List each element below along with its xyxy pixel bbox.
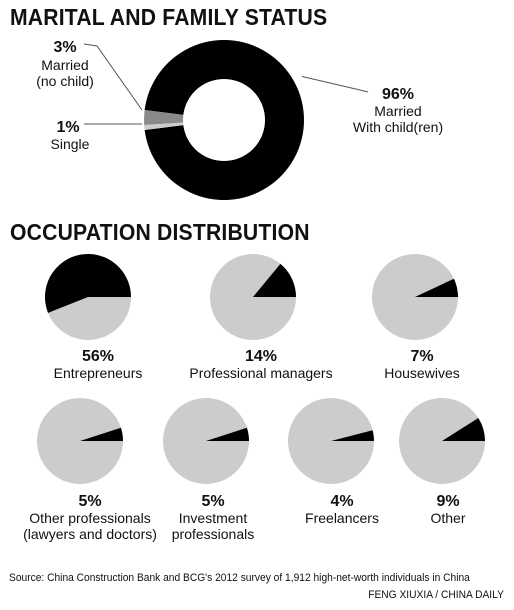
occupation-pie-freelancers xyxy=(288,398,374,484)
pie-share-wedge xyxy=(415,278,458,297)
occupation-percent-other-professionals: 5% xyxy=(78,493,101,510)
pie-share-wedge xyxy=(331,430,374,441)
occupation-percent-other: 9% xyxy=(436,493,459,510)
pie-share-wedge xyxy=(206,427,249,441)
occupation-pie-entrepreneurs xyxy=(45,254,132,340)
donut-slice-married-with-children xyxy=(144,40,305,200)
occupation-pie-investment-professionals xyxy=(163,398,249,484)
label-with-children-line2: With child(ren) xyxy=(353,119,443,135)
label-with-children-percent: 96% xyxy=(382,86,414,103)
donut-slice-single xyxy=(144,122,184,131)
occupation-percent-housewives: 7% xyxy=(410,348,433,365)
occupation-percent-freelancers: 4% xyxy=(330,493,353,510)
label-no-child-line1: Married xyxy=(41,57,88,73)
occupation-label-investment-professionals: professionals xyxy=(172,526,255,542)
marital-section-title: MARITAL AND FAMILY STATUS xyxy=(10,4,328,30)
occupation-pie-other-professionals xyxy=(37,398,123,484)
label-single-percent: 1% xyxy=(56,119,79,136)
label-no-child-line2: (no child) xyxy=(36,73,94,89)
occupation-label-housewives: Housewives xyxy=(384,365,459,381)
occupation-label-freelancers: Freelancers xyxy=(305,510,379,526)
occupation-label-investment-professionals: Investment xyxy=(179,510,248,526)
leader-line-no-child xyxy=(83,43,143,111)
occupation-label-entrepreneurs: Entrepreneurs xyxy=(54,365,143,381)
occupation-section-title: OCCUPATION DISTRIBUTION xyxy=(10,219,310,245)
label-with-children-line1: Married xyxy=(374,103,421,119)
pie-share-wedge xyxy=(442,417,485,441)
occupation-label-other-professionals: Other professionals xyxy=(29,510,150,526)
occupation-pie-professional-managers xyxy=(210,254,296,340)
occupation-label-other-professionals: (lawyers and doctors) xyxy=(23,526,157,542)
label-single-line1: Single xyxy=(51,136,90,152)
label-no-child-percent: 3% xyxy=(53,39,76,56)
occupation-pie-other xyxy=(399,398,485,484)
occupation-label-other: Other xyxy=(430,510,465,526)
leader-dot xyxy=(298,74,302,78)
credit-line: FENG XIUXIA / CHINA DAILY xyxy=(368,589,504,601)
pie-share-wedge xyxy=(45,254,132,313)
pie-share-wedge xyxy=(80,427,123,441)
source-note: Source: China Construction Bank and BCG'… xyxy=(9,572,470,584)
occupation-label-professional-managers: Professional managers xyxy=(189,365,332,381)
pie-share-wedge xyxy=(253,263,296,297)
occupation-percent-entrepreneurs: 56% xyxy=(82,348,114,365)
marital-donut xyxy=(144,40,305,200)
occupation-percent-investment-professionals: 5% xyxy=(201,493,224,510)
occupation-pie-housewives xyxy=(372,254,458,340)
donut-slice-married-no-child xyxy=(144,109,184,126)
occupation-percent-professional-managers: 14% xyxy=(245,348,277,365)
leader-line-with-children xyxy=(299,75,369,93)
